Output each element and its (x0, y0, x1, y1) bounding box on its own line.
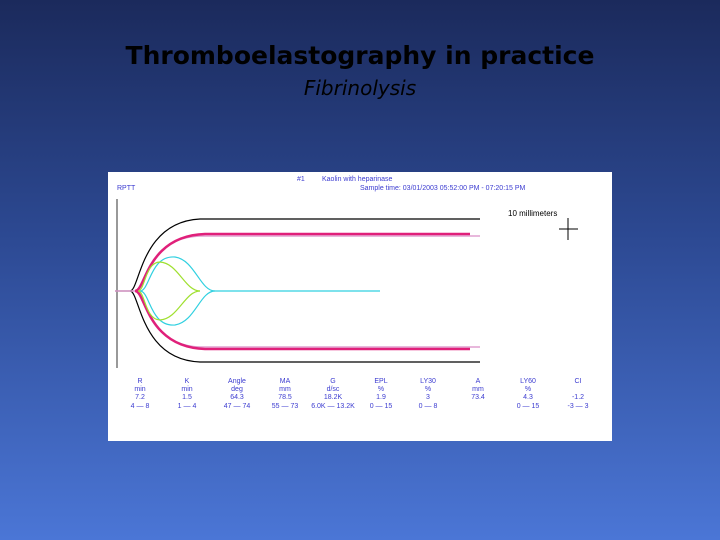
curve (139, 256, 380, 292)
parameter-value: 73.4 (471, 394, 485, 401)
sample-time: Sample time: 03/01/2003 05:52:00 PM - 07… (360, 185, 526, 192)
teg-image (108, 172, 612, 441)
parameter-value: 78.5 (278, 394, 292, 401)
curve (137, 261, 201, 292)
parameter-unit: mm (279, 386, 291, 393)
parameter-value: 1.5 (182, 394, 192, 401)
parameter-range: 47 — 74 (224, 403, 251, 410)
slide-subtitle: Fibrinolysis (304, 76, 416, 100)
parameter-value: 1.9 (376, 394, 386, 401)
curve (137, 290, 201, 321)
parameter-value: -1.2 (572, 394, 584, 401)
parameter-unit: min (181, 386, 192, 393)
parameter-name: MA (280, 378, 291, 385)
parameter-unit: deg (231, 386, 243, 393)
parameter-value: 64.3 (230, 394, 244, 401)
parameter-unit: d/sc (327, 386, 340, 393)
parameter-name: LY30 (420, 378, 436, 385)
curve (115, 218, 480, 292)
scale-label: 10 millimeters (508, 209, 557, 218)
parameter-unit: mm (472, 386, 484, 393)
curve (134, 232, 470, 293)
parameter-range: 0 — 15 (370, 403, 393, 410)
parameter-range: 1 — 4 (178, 403, 197, 410)
parameter-unit: min (134, 386, 145, 393)
tracing-curves (115, 218, 480, 363)
parameter-range: 4 — 8 (131, 403, 150, 410)
parameter-value: 4.3 (523, 394, 533, 401)
parameter-name: R (137, 378, 142, 385)
scale-cross (559, 218, 578, 240)
parameter-range: 0 — 15 (517, 403, 540, 410)
parameter-value: 7.2 (135, 394, 145, 401)
channel: RPTT (117, 185, 136, 192)
slide-title: Thromboelastography in practice (126, 41, 595, 70)
parameter-name: CI (575, 378, 582, 385)
sample-label: #1 (297, 176, 305, 183)
parameter-range: 55 — 73 (272, 403, 299, 410)
parameter-name: LY60 (520, 378, 536, 385)
parameter-range: 0 — 8 (419, 403, 438, 410)
parameter-range: -3 — 3 (567, 403, 588, 410)
parameter-range: 6.0K — 13.2K (311, 403, 355, 410)
parameter-name: Angle (228, 378, 246, 385)
parameter-unit: % (378, 386, 384, 393)
parameter-unit: % (425, 386, 431, 393)
curve (134, 289, 470, 351)
parameter-value: 18.2K (324, 394, 343, 401)
parameter-name: A (476, 378, 481, 385)
sample-type: Kaolin with heparinase (322, 176, 393, 183)
parameter-name: G (330, 378, 335, 385)
parameter-name: EPL (374, 378, 387, 385)
curve (129, 290, 480, 363)
parameter-name: K (185, 378, 190, 385)
parameter-unit: % (525, 386, 531, 393)
curve (139, 290, 216, 326)
parameter-value: 3 (426, 394, 430, 401)
